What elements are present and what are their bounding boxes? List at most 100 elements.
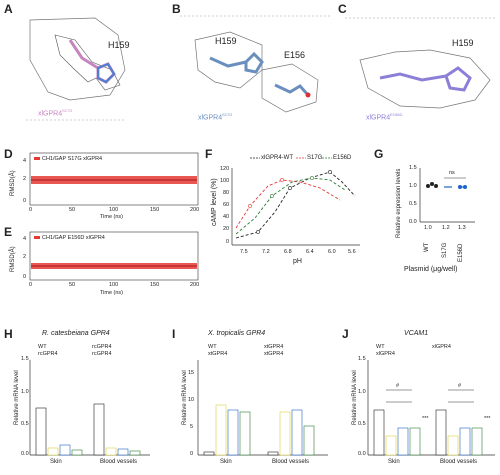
structure-b — [180, 15, 330, 113]
ylabel-h: Relative mRNA level — [14, 370, 20, 425]
rmsd-chart-e — [29, 231, 199, 281]
ytick-i-2: 5 — [190, 424, 194, 430]
curve-e156d — [235, 177, 346, 235]
group-h-0: Skin — [50, 459, 62, 465]
ytick-f-2: 80 — [223, 190, 230, 196]
stars-j-0: *** — [422, 416, 429, 422]
xtick-e-1: 50 — [69, 282, 76, 288]
ylabel-j: Relative mRNA level — [352, 370, 358, 425]
residue-label-b2: E156 — [284, 50, 306, 60]
legend-f-1: S17G — [307, 155, 323, 161]
xlabel-f: pH — [293, 258, 302, 265]
legend-h-2: rcGPR4 — [92, 344, 112, 350]
panel-label-a: A — [4, 2, 13, 16]
panel-label-c: C — [338, 2, 347, 16]
chart-h — [29, 360, 150, 456]
residue-label-c: H159 — [452, 38, 474, 48]
ytick-g-0: 1.5 — [409, 165, 417, 171]
sig-j-1: # — [458, 383, 462, 389]
chart-j — [367, 360, 495, 456]
dose-g-2: 1.3 — [458, 225, 466, 231]
xtick-d-2: 100 — [109, 207, 119, 213]
xtick-d-1: 50 — [69, 207, 76, 213]
legend-f-0: xlGPR4-WT — [261, 155, 293, 161]
xtick-e-2: 100 — [109, 282, 119, 288]
stars-j-1: *** — [484, 416, 491, 422]
xtick-f-2: 6.8 — [284, 249, 292, 255]
xtick-f-5: 5.6 — [348, 249, 356, 255]
xtick-e-3: 150 — [150, 282, 160, 288]
legend-e: CH1/GAP E156D xlGPR4 — [42, 235, 105, 241]
ytick-g-3: 0.0 — [409, 219, 417, 225]
legend-h-1: rcGPR4 — [38, 351, 58, 357]
ns-label: ns — [449, 170, 455, 176]
xtick-f-1: 7.2 — [262, 249, 270, 255]
ytick-e-1: 2 — [23, 254, 27, 260]
ytick-j-1: 1.0 — [358, 389, 366, 395]
dose-g-1: 1.2 — [442, 225, 450, 231]
xtick-e-0: 0 — [29, 282, 33, 288]
legend-j-0: WT — [376, 344, 385, 350]
ytick-h-1: 1.0 — [21, 389, 29, 395]
ytick-f-3: 60 — [223, 202, 230, 208]
panel-label-g: G — [374, 147, 384, 161]
legend-h-0: WT — [38, 344, 47, 350]
ytick-j-2: 0.5 — [358, 421, 366, 427]
ytick-f-5: 20 — [223, 226, 230, 232]
legend-i-3: xtGPR4 — [264, 351, 284, 357]
panel-label-b: B — [172, 2, 181, 16]
ytick-e-0: 4 — [23, 236, 27, 242]
group-i-0: Skin — [220, 459, 232, 465]
panel-label-e: E — [4, 225, 13, 239]
legend-i-1: xtGPR4 — [208, 351, 228, 357]
ytick-f-6: 0 — [226, 239, 230, 245]
group-i-1: Blood vessels — [272, 459, 310, 465]
ytick-g-2: 0.5 — [409, 201, 417, 207]
legend-f-2: E156D — [333, 155, 352, 161]
curve-wt — [235, 171, 356, 239]
panel-label-j: J — [342, 327, 349, 341]
legend-h-3: rcGPR4 — [92, 351, 112, 357]
panel-label-f: F — [205, 147, 213, 161]
residue-label-a: H159 — [108, 40, 130, 50]
panel-label-i: I — [172, 327, 176, 341]
ytick-j-0: 1.5 — [358, 356, 366, 362]
ytick-d-0: 4 — [23, 158, 27, 164]
group-h-1: Blood vessels — [100, 459, 138, 465]
rmsd-chart-d — [29, 152, 199, 206]
ytick-h-2: 0.5 — [21, 421, 29, 427]
ytick-e-2: 0 — [23, 274, 27, 280]
structure-a — [26, 17, 126, 121]
ytick-i-3: 0 — [190, 451, 194, 457]
legend-i-0: WT — [208, 344, 217, 350]
xlabel-e: Time (ns) — [100, 290, 124, 296]
xtick-f-0: 7.5 — [240, 249, 248, 255]
sig-j-0: # — [396, 383, 400, 389]
xtick-f-4: 6.0 — [328, 249, 336, 255]
chart-i — [197, 360, 328, 456]
residue-label-b1: H159 — [215, 36, 237, 46]
dose-g-0: 1.0 — [424, 225, 432, 231]
ytick-d-1: 2 — [23, 176, 27, 182]
xlabel-g: Plasmid (μg/well) — [404, 266, 458, 273]
xtick-d-3: 150 — [150, 207, 160, 213]
xtick-e-4: 200 — [190, 282, 200, 288]
caption-b: xlGPR4S17G — [198, 112, 233, 122]
structure-c — [345, 17, 495, 109]
title-i: X. tropicalis GPR4 — [208, 330, 266, 337]
xtick-d-0: 0 — [29, 207, 33, 213]
ytick-j-3: 0.0 — [358, 451, 366, 457]
group-j-0: Skin — [388, 459, 400, 465]
ytick-i-1: 10 — [188, 397, 195, 403]
panel-label-d: D — [4, 147, 13, 161]
ytick-f-4: 40 — [223, 214, 230, 220]
title-h: R. catesbeiana GPR4 — [42, 330, 110, 337]
ytick-i-0: 15 — [188, 370, 195, 376]
caption-a: xlGPR4S17G — [38, 108, 73, 118]
xlabel-d: Time (ns) — [100, 214, 124, 220]
legend-i-2: xtGPR4 — [264, 344, 284, 350]
